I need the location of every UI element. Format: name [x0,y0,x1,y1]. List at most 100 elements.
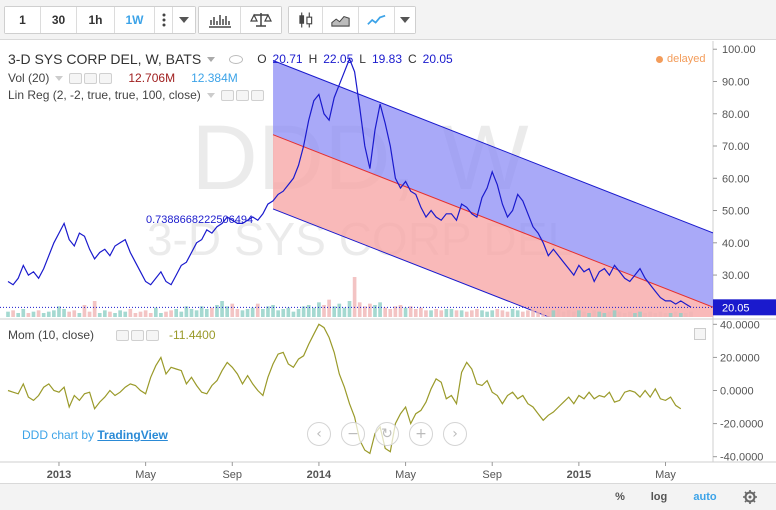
volume-label[interactable]: Vol (20) [8,71,50,85]
auto-scale-button[interactable]: auto [693,491,717,503]
linreg-close-icon[interactable] [250,89,264,101]
volume-bar [210,307,214,317]
settings-gear-icon[interactable] [740,488,760,506]
volume-bar [505,311,510,317]
volume-bar [138,311,143,317]
area-icon[interactable] [323,7,359,33]
scroll-right-icon[interactable]: › [443,422,467,446]
more-vertical-icon[interactable] [155,7,173,33]
volume-bar [434,309,438,317]
log-scale-button[interactable]: log [650,491,668,503]
momentum-eye-icon[interactable] [116,329,130,341]
delayed-dot-icon [656,55,663,63]
momentum-label[interactable]: Mom (10, close) [8,328,95,342]
volume-controls [69,72,113,84]
volume-bar [444,309,449,317]
interval-1h-button[interactable]: 1h [77,7,115,33]
momentum-tick-label: 0.0000 [720,386,754,398]
volume-bar [531,309,535,317]
symbol-dropdown-icon[interactable] [207,56,216,62]
volume-bar [684,313,688,317]
volume-bar [398,305,403,317]
volume-bar [82,305,87,317]
volume-settings-icon[interactable] [84,72,98,84]
percent-scale-button[interactable]: % [615,491,625,503]
volume-bar [327,299,331,317]
chart-type-dropdown-icon[interactable] [395,7,415,33]
volume-bar [108,311,112,317]
volume-bar [46,311,51,317]
volume-bar [485,311,489,317]
momentum-legend: Mom (10, close) -11.4400 [8,328,216,342]
volume-bar [87,311,92,317]
volume-dropdown-icon[interactable] [55,75,64,81]
chart-area[interactable]: DDD, W 3-D SYS CORP DEL 100.0090.0080.00… [0,41,776,483]
volume-bar [240,310,245,317]
interval-1w-button[interactable]: 1W [115,7,155,33]
time-tick-label: 2014 [307,469,332,481]
linreg-dropdown-icon[interactable] [206,92,215,98]
volume-bar [439,310,444,317]
time-tick-label: Sep [222,469,242,481]
volume-bar [587,313,591,317]
volume-close-icon[interactable] [99,72,113,84]
interval-1-button[interactable]: 1 [5,7,41,33]
chart-canvas[interactable]: DDD, W 3-D SYS CORP DEL 100.0090.0080.00… [0,41,776,483]
linreg-eye-icon[interactable] [220,89,234,101]
volume-bar [347,301,352,317]
price-tick-label: 50.00 [722,206,750,218]
ohlc-h-value: 22.05 [323,52,354,66]
compare-scale-icon[interactable] [241,7,281,33]
zoom-out-icon[interactable]: − [341,422,365,446]
dropdown-arrow-icon[interactable] [173,7,195,33]
regression-line [272,134,713,308]
volume-bar [72,310,77,317]
zoom-in-icon[interactable]: + [409,422,433,446]
ohlc-l-value: 19.83 [371,52,402,66]
volume-bar [526,310,530,317]
volume-bar [77,313,82,317]
volume-bar [352,277,357,317]
eye-icon[interactable] [229,54,244,64]
volume-bar [36,310,41,317]
linreg-settings-icon[interactable] [235,89,249,101]
volume-bar [393,306,398,317]
volume-bar [459,310,464,317]
volume-bar [143,310,148,317]
volume-value-1: 12.706M [128,71,176,85]
linreg-label[interactable]: Lin Reg (2, -2, true, true, 100, close) [8,88,201,102]
volume-bars [6,277,693,317]
ohlc-c-label: C [408,52,417,66]
volume-bar [342,307,347,317]
volume-bar [419,307,423,317]
line-icon[interactable] [359,7,395,33]
reset-chart-icon[interactable]: ↻ [375,422,399,446]
price-tick-label: 70.00 [722,141,750,153]
branding-link[interactable]: TradingView [97,428,168,442]
volume-bar [255,303,260,317]
momentum-close-icon[interactable] [146,329,160,341]
volume-bar [658,311,663,317]
volume-eye-icon[interactable] [69,72,83,84]
ohlc-l-label: L [359,52,366,66]
volume-bar [597,311,602,317]
interval-30-button[interactable]: 30 [41,7,77,33]
tools-group [198,6,282,34]
pane-maximize-icon[interactable] [694,328,706,340]
symbol-name[interactable]: 3-D SYS CORP DEL, W, BATS [8,51,202,67]
volume-bar [337,303,342,317]
volume-bar [250,307,255,317]
scroll-left-icon[interactable]: ‹ [307,422,331,446]
price-tick-label: 80.00 [722,109,750,121]
volume-bar [164,311,168,317]
volume-bar [16,313,21,317]
candles-icon[interactable] [289,7,323,33]
volume-bar [668,313,673,317]
volume-bar [118,310,122,317]
volume-bar [21,309,26,317]
indicators-icon[interactable] [199,7,241,33]
volume-bar [653,313,658,317]
volume-bar [306,305,311,317]
momentum-settings-icon[interactable] [131,329,145,341]
volume-bar [281,309,286,317]
